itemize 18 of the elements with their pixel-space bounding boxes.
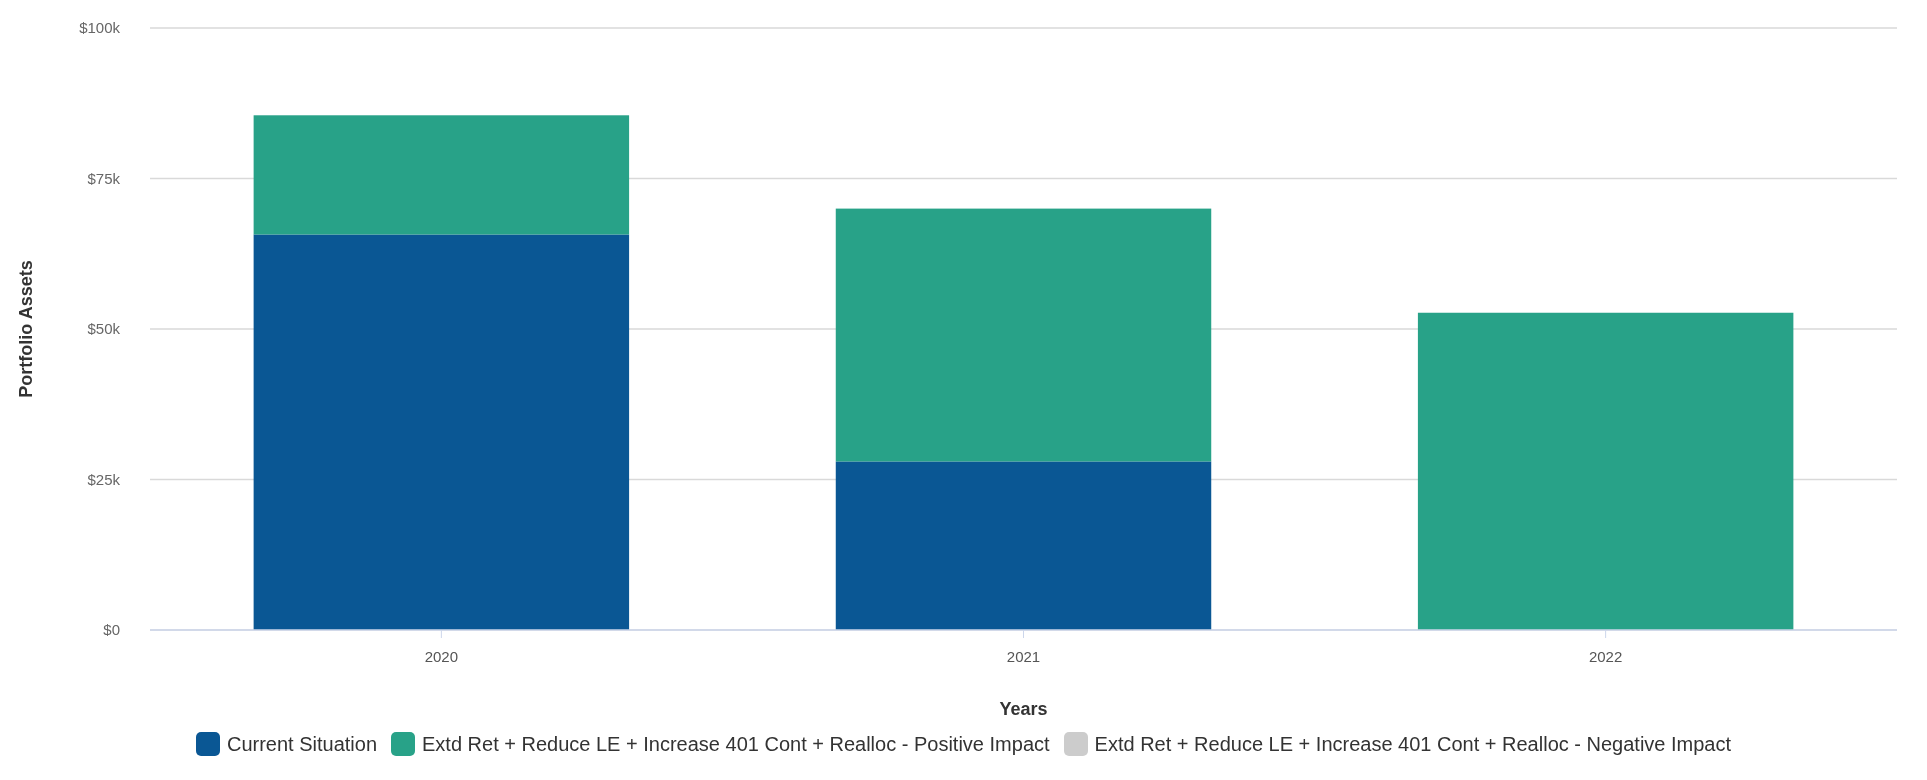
bar [1417,312,1794,630]
x-axis-title: Years [999,699,1048,719]
y-tick-label: $0 [103,621,120,639]
bar [835,461,1212,630]
y-tick-label: $50k [87,320,121,338]
bar [835,208,1212,462]
bar [253,115,630,235]
legend-label: Extd Ret + Reduce LE + Increase 401 Cont + Realloc - Negative Impact [1094,732,1732,756]
x-tick-label: 2020 [424,648,459,665]
y-axis-title: Portfolio Assets [16,260,36,398]
x-tick-label: 2022 [1588,648,1623,665]
legend-label: Current Situation [226,732,378,756]
y-tick-label: $25k [87,470,121,488]
legend-label: Extd Ret + Reduce LE + Increase 401 Cont + Realloc - Positive Impact [422,732,1050,756]
bar [253,234,630,630]
x-tick-label: 2021 [1006,648,1041,665]
y-tick-label: $75k [87,169,121,187]
y-tick-label: $100k [79,19,121,37]
